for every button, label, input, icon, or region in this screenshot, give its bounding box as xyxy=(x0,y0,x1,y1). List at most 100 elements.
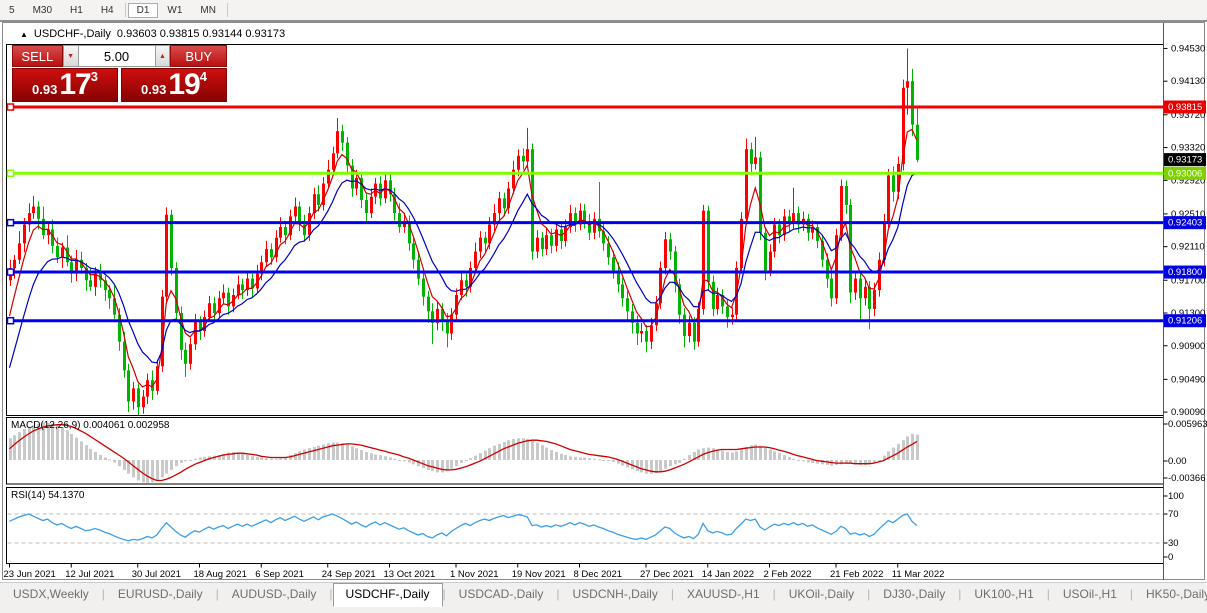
svg-text:0.92510: 0.92510 xyxy=(1171,209,1205,220)
tab-eurusd-daily[interactable]: EURUSD-,Daily xyxy=(117,587,203,601)
svg-text:30: 30 xyxy=(1168,538,1179,549)
tab-audusd-daily[interactable]: AUDUSD-,Daily xyxy=(231,587,317,601)
hline-0.93815[interactable]: 0.93815 xyxy=(6,100,1207,114)
svg-text:8 Dec 2021: 8 Dec 2021 xyxy=(574,569,623,580)
svg-text:11 Mar 2022: 11 Mar 2022 xyxy=(892,569,945,580)
buy-price-big: 19 xyxy=(168,68,200,101)
svg-text:0.005963: 0.005963 xyxy=(1168,419,1207,430)
timeframe-button-5[interactable]: 5 xyxy=(9,4,15,16)
svg-text:0.94130: 0.94130 xyxy=(1171,76,1205,87)
svg-text:6 Sep 2021: 6 Sep 2021 xyxy=(255,569,304,580)
volume-decrease-button[interactable]: ▼ xyxy=(62,45,79,67)
tab-usdcad-daily[interactable]: USDCAD-,Daily xyxy=(458,587,544,601)
svg-text:13 Oct 2021: 13 Oct 2021 xyxy=(384,569,436,580)
toolbar-separator xyxy=(226,3,228,17)
chart-ohlc-values: 0.93603 0.93815 0.93144 0.93173 xyxy=(116,28,286,40)
hline-0.93006[interactable]: 0.93006 xyxy=(6,166,1207,180)
chart-title: ▲ USDCHF-,Daily 0.93603 0.93815 0.93144 … xyxy=(20,28,285,40)
svg-text:24 Sep 2021: 24 Sep 2021 xyxy=(322,569,376,580)
tab-separator: | xyxy=(670,587,674,601)
svg-text:2 Feb 2022: 2 Feb 2022 xyxy=(764,569,812,580)
timeframe-button-mn[interactable]: MN xyxy=(200,4,216,16)
svg-text:0.91300: 0.91300 xyxy=(1171,308,1205,319)
sell-price-prefix: 0.93 xyxy=(32,82,58,97)
timeframe-button-m30[interactable]: M30 xyxy=(32,4,53,16)
timeframe-button-d1[interactable]: D1 xyxy=(127,2,159,18)
timeframe-button-w1[interactable]: W1 xyxy=(167,4,183,16)
tab-xauusd-h1[interactable]: XAUUSD-,H1 xyxy=(686,587,760,601)
svg-text:0.92403: 0.92403 xyxy=(1168,218,1202,229)
tab-separator: | xyxy=(867,587,871,601)
hline-0.91206[interactable]: 0.91206 xyxy=(6,314,1207,328)
svg-text:0.90090: 0.90090 xyxy=(1171,407,1205,418)
svg-text:23 Jun 2021: 23 Jun 2021 xyxy=(4,569,56,580)
tab-separator: | xyxy=(442,587,446,601)
tab-dj30-daily[interactable]: DJ30-,Daily xyxy=(883,587,946,601)
tab-hk50-daily[interactable]: HK50-,Daily xyxy=(1146,587,1207,601)
volume-increase-button[interactable]: ▲ xyxy=(154,45,171,67)
current-price-label: 0.93173 xyxy=(1164,153,1206,167)
svg-text:19 Nov 2021: 19 Nov 2021 xyxy=(512,569,566,580)
svg-text:0.91700: 0.91700 xyxy=(1171,275,1205,286)
toolbar-separator xyxy=(124,3,126,17)
svg-text:18 Aug 2021: 18 Aug 2021 xyxy=(194,569,247,580)
hline-0.91800[interactable]: 0.91800 xyxy=(6,265,1207,279)
tab-separator: | xyxy=(1046,587,1050,601)
svg-text:0.93320: 0.93320 xyxy=(1171,143,1205,154)
tab-separator: | xyxy=(556,587,560,601)
svg-text:27 Dec 2021: 27 Dec 2021 xyxy=(640,569,694,580)
collapse-icon[interactable]: ▲ xyxy=(20,29,28,39)
timeframe-button-h1[interactable]: H1 xyxy=(70,4,83,16)
macd-plot-frame xyxy=(6,417,1164,485)
volume-input[interactable] xyxy=(78,45,155,67)
tab-ukoil-daily[interactable]: UKOil-,Daily xyxy=(788,587,855,601)
hline-0.92403[interactable]: 0.92403 xyxy=(6,216,1207,230)
timeframe-button-h4[interactable]: H4 xyxy=(100,4,114,16)
svg-text:30 Jul 2021: 30 Jul 2021 xyxy=(132,569,181,580)
svg-text:0.93006: 0.93006 xyxy=(1168,168,1202,179)
svg-text:0.91206: 0.91206 xyxy=(1168,316,1202,327)
tab-separator: | xyxy=(101,587,105,601)
svg-text:0.94530: 0.94530 xyxy=(1171,43,1205,54)
sell-button[interactable]: SELL xyxy=(12,45,63,67)
tab-usdx-weekly[interactable]: USDX,Weekly xyxy=(13,587,89,601)
svg-text:0.91800: 0.91800 xyxy=(1168,267,1202,278)
svg-text:21 Feb 2022: 21 Feb 2022 xyxy=(830,569,883,580)
date-axis: 23 Jun 2021 12 Jul 2021 30 Jul 2021 18 Aug … xyxy=(4,563,945,580)
tab-separator: | xyxy=(1129,587,1134,601)
svg-text:1 Nov 2021: 1 Nov 2021 xyxy=(450,569,499,580)
buy-quote-box[interactable]: 0.93 19 4 xyxy=(121,68,227,102)
buy-button[interactable]: BUY xyxy=(170,45,227,67)
quote-row: 0.93 17 3 0.93 19 4 xyxy=(12,68,227,102)
svg-text:12 Jul 2021: 12 Jul 2021 xyxy=(65,569,114,580)
tab-uk100-h1[interactable]: UK100-,H1 xyxy=(974,587,1034,601)
tab-separator: | xyxy=(215,587,219,601)
rsi-panel: 100 70 30 0 xyxy=(7,491,1184,563)
sell-quote-box[interactable]: 0.93 17 3 xyxy=(12,68,118,102)
svg-text:0.92110: 0.92110 xyxy=(1171,242,1205,253)
ma-slow-line xyxy=(8,172,918,368)
price-axis: 0.94530 0.94130 0.93720 0.93320 0.92920 0.925… xyxy=(1163,43,1205,418)
svg-text:70: 70 xyxy=(1168,509,1179,520)
tab-usdcnh-daily[interactable]: USDCNH-,Daily xyxy=(572,587,658,601)
svg-text:0.93815: 0.93815 xyxy=(1168,102,1202,113)
sell-price-big: 17 xyxy=(59,68,91,101)
buy-price-prefix: 0.93 xyxy=(141,82,167,97)
buy-price-sup: 4 xyxy=(199,69,207,84)
tab-separator: | xyxy=(772,587,776,601)
tab-usoil-h1[interactable]: USOil-,H1 xyxy=(1062,587,1117,601)
trade-controls-row: SELL ▼ ▲ BUY xyxy=(12,45,227,67)
chart-tab-bar: USDX,Weekly | EURUSD-,Daily | AUDUSD-,Daily |… xyxy=(0,582,1207,613)
tab-usdchf-daily[interactable]: USDCHF-,Daily xyxy=(332,583,443,607)
svg-text:-0.00366: -0.00366 xyxy=(1168,473,1206,484)
rsi-indicator-label: RSI(14) 54.1370 xyxy=(11,490,85,501)
svg-text:0.92920: 0.92920 xyxy=(1171,175,1205,186)
svg-text:0.90490: 0.90490 xyxy=(1171,374,1205,385)
macd-panel: 0.005963 0.00 -0.00366 xyxy=(9,419,1207,484)
timeframe-toolbar: 5 M30 H1 H4 D1 W1 MN xyxy=(0,0,1207,22)
svg-text:0.00: 0.00 xyxy=(1168,456,1187,467)
tab-separator: | xyxy=(958,587,962,601)
svg-text:100: 100 xyxy=(1168,491,1184,502)
sell-price-sup: 3 xyxy=(90,69,98,84)
svg-text:0: 0 xyxy=(1168,552,1173,563)
